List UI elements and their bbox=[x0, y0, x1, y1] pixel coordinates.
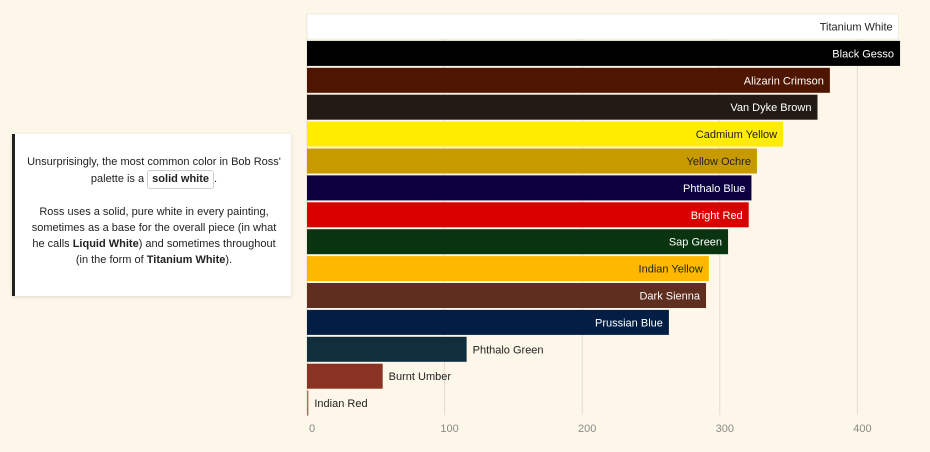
bar bbox=[307, 309, 669, 335]
bar-label: Titanium White bbox=[820, 22, 893, 34]
bar bbox=[307, 202, 749, 228]
bar-label: Phthalo Green bbox=[473, 344, 544, 356]
bar-label: Prussian Blue bbox=[595, 317, 663, 329]
bar-label: Alizarin Crimson bbox=[744, 75, 824, 87]
bar-label: Phthalo Blue bbox=[683, 183, 745, 195]
bar-label: Sap Green bbox=[669, 237, 722, 249]
bar bbox=[307, 229, 729, 255]
intro-text: Unsurprisingly, the most common color in… bbox=[27, 156, 281, 185]
bar bbox=[307, 283, 707, 308]
bar bbox=[307, 40, 901, 66]
bar-label: Cadmium Yellow bbox=[696, 129, 777, 141]
bar bbox=[306, 13, 899, 40]
bar bbox=[307, 121, 784, 147]
bar bbox=[307, 67, 830, 93]
bar-label: Van Dyke Brown bbox=[730, 102, 811, 114]
intro-period: . bbox=[214, 173, 218, 185]
bar-label: Black Gesso bbox=[832, 48, 894, 60]
bar-label: Dark Sienna bbox=[639, 291, 700, 303]
titanium-white-term: Titanium White bbox=[146, 254, 226, 266]
bar bbox=[307, 148, 757, 174]
detail-text-d: ). bbox=[225, 254, 233, 266]
x-tick-label: 100 bbox=[440, 423, 458, 435]
detail-paragraph: Ross uses a solid, pure white in every p… bbox=[27, 204, 281, 268]
detail-text-c: ) and sometimes throughout (in the form … bbox=[75, 238, 276, 266]
bar bbox=[307, 336, 467, 362]
bar-label: Yellow Ochre bbox=[687, 156, 751, 168]
bar-label: Indian Yellow bbox=[639, 264, 703, 276]
intro-paragraph: Unsurprisingly, the most common color in… bbox=[27, 154, 281, 189]
x-tick-label: 300 bbox=[716, 423, 734, 435]
solid-white-pill: solid white bbox=[147, 170, 215, 189]
annotation-card: Unsurprisingly, the most common color in… bbox=[12, 134, 291, 296]
bar bbox=[307, 363, 383, 389]
bar-label: Indian Red bbox=[314, 398, 367, 410]
x-tick-label: 200 bbox=[578, 423, 596, 435]
bar bbox=[307, 175, 752, 201]
bar-label: Burnt Umber bbox=[389, 371, 452, 383]
liquid-white-term: Liquid White bbox=[72, 238, 139, 250]
x-tick-label: 0 bbox=[309, 423, 315, 435]
bar bbox=[307, 390, 309, 416]
detail-text-a: Ross uses a solid, pure white in every p… bbox=[31, 206, 277, 250]
bar bbox=[307, 94, 818, 120]
bar-label: Bright Red bbox=[691, 210, 743, 222]
x-tick-label: 400 bbox=[853, 423, 871, 435]
bar bbox=[307, 256, 709, 282]
